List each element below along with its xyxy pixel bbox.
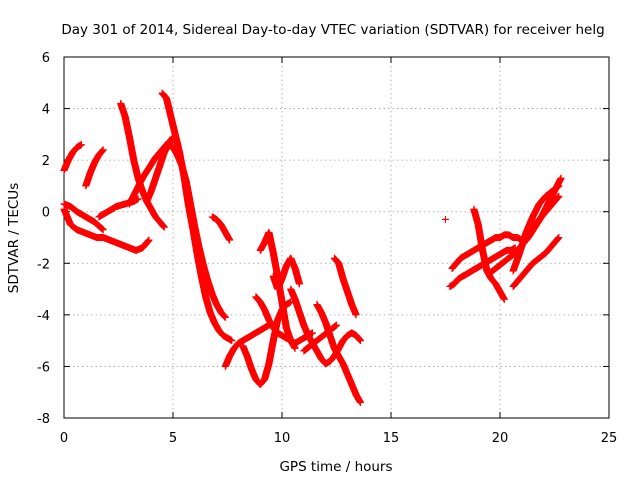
data-point [160,223,168,231]
x-tick-label: 25 [601,431,618,446]
x-tick-label: 5 [169,431,177,446]
y-tick-label: -8 [37,412,50,427]
axis-ticks: 0 5 10 15 20 25 -8 -6 -4 -2 0 2 4 6 [37,51,617,446]
series-arc-4 [82,146,107,190]
series-arc-10 [165,141,229,321]
y-tick-label: -6 [37,360,50,375]
data-point [221,313,229,321]
x-tick-label: 20 [492,431,509,446]
series-arc-9 [158,89,236,345]
y-tick-label: 0 [42,206,50,221]
data-point [99,146,107,154]
series-arc-3 [60,200,107,234]
data-points [60,89,565,407]
series-arc-2 [60,141,85,174]
y-tick-label: 2 [42,154,50,169]
x-tick-label: 0 [60,431,68,446]
series-arc-21 [442,215,449,223]
data-point [99,226,107,234]
x-tick-label: 10 [274,431,291,446]
data-point [228,337,236,345]
series-arc-19 [330,254,360,319]
y-tick-label: -4 [37,309,50,324]
series-arc-12 [221,321,273,370]
y-tick-label: 4 [42,103,50,118]
data-point [226,236,234,244]
chart-title: Day 301 of 2014, Sidereal Day-to-day VTE… [61,22,604,38]
data-point [77,141,85,149]
data-point [442,215,449,223]
data-point [134,195,142,203]
y-tick-label: -2 [37,257,50,272]
x-tick-label: 15 [383,431,400,446]
series-arc-1 [60,205,153,254]
data-point [145,236,153,244]
series-arc-11 [208,213,234,244]
y-axis-label: SDTVAR / TECUs [6,183,22,293]
y-tick-label: 6 [42,51,50,66]
x-axis-label: GPS time / hours [279,459,392,475]
plot-border [63,56,610,419]
